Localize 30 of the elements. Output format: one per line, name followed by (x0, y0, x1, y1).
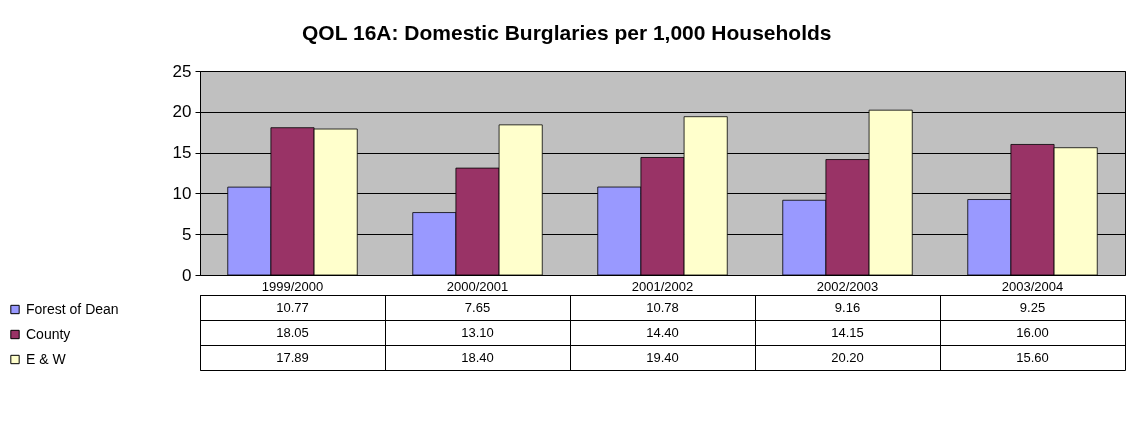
y-tick-label: 5 (182, 224, 192, 244)
data-label: 17.89 (276, 349, 309, 365)
data-label: 18.40 (461, 349, 494, 365)
data-label: 19.40 (646, 349, 679, 365)
chart-title: QOL 16A: Domestic Burglaries per 1,000 Households (302, 20, 832, 44)
data-label: 16.00 (1016, 324, 1049, 340)
x-tick-label: 2000/2001 (446, 278, 509, 294)
data-label: 20.20 (831, 349, 864, 365)
data-label: 9.25 (1019, 299, 1046, 315)
y-tick-label: 25 (172, 61, 192, 81)
y-tick-label: 10 (172, 183, 192, 203)
y-tick-label: 15 (172, 143, 192, 163)
data-label: 13.10 (461, 324, 494, 340)
x-tick-label: 2003/2004 (1001, 278, 1064, 294)
y-tick-label: 0 (182, 265, 192, 285)
y-tick-label: 20 (172, 102, 192, 122)
data-label: 7.65 (464, 299, 491, 315)
x-tick-label: 1999/2000 (261, 278, 324, 294)
data-label: 10.77 (276, 299, 309, 315)
data-label: 14.15 (831, 324, 864, 340)
data-label: 10.78 (646, 299, 679, 315)
x-tick-label: 2002/2003 (816, 278, 879, 294)
x-tick-label: 2001/2002 (631, 278, 694, 294)
data-label: 15.60 (1016, 349, 1049, 365)
data-label: 9.16 (834, 299, 861, 315)
data-label: 18.05 (276, 324, 309, 340)
data-label: 14.40 (646, 324, 679, 340)
legend-label: County (26, 325, 71, 342)
legend-label: Forest of Dean (26, 300, 119, 317)
legend-label: E & W (26, 350, 67, 367)
